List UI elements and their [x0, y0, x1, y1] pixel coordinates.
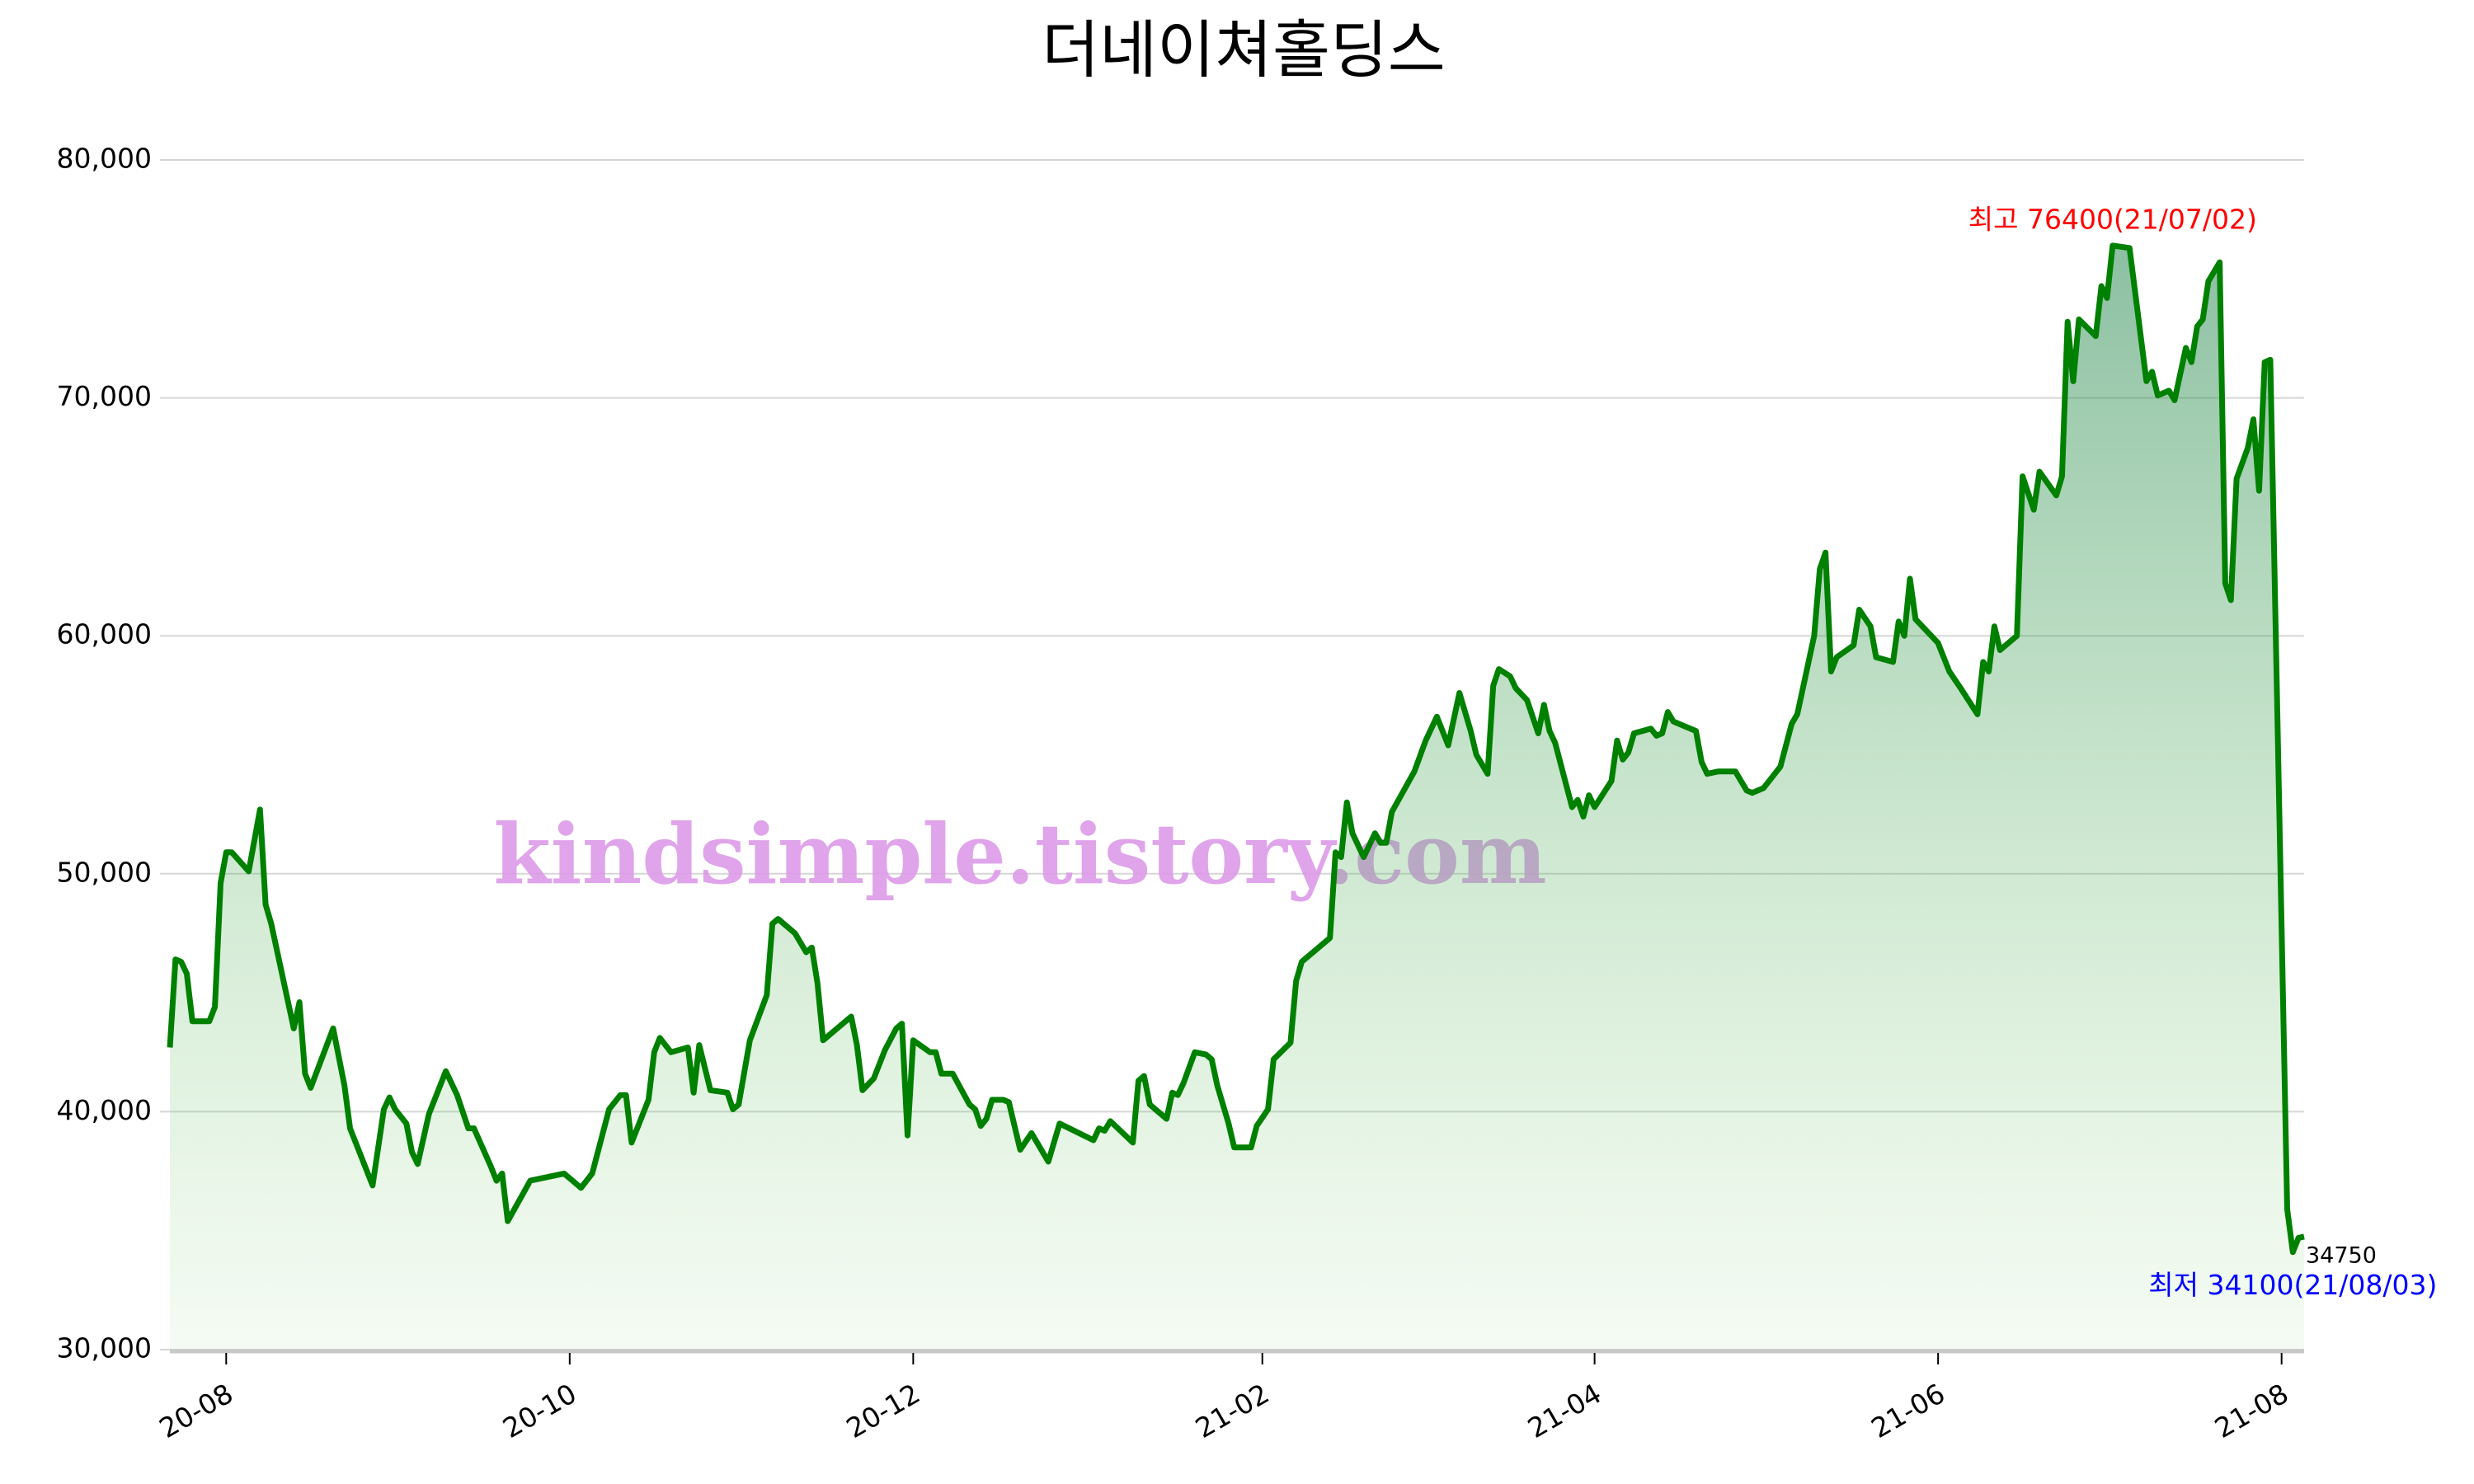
- x-tick-label: 20-10: [497, 1377, 582, 1444]
- chart-title: 더네이쳐홀딩스: [1042, 13, 1445, 87]
- y-tick-label: 40,000: [57, 1094, 152, 1126]
- x-tick-label: 20-12: [841, 1377, 926, 1444]
- y-tick-label: 30,000: [57, 1332, 152, 1364]
- x-tick-label: 21-08: [2209, 1377, 2294, 1444]
- annotation: 최저 34100(21/08/03): [2148, 1269, 2437, 1301]
- line: [167, 242, 2305, 1256]
- area: [170, 245, 2304, 1350]
- y-tick-label: 50,000: [57, 856, 152, 888]
- y-tick-label: 80,000: [57, 143, 152, 175]
- y-tick-label: 70,000: [57, 380, 152, 412]
- x-tick-label: 21-06: [1865, 1377, 1950, 1444]
- annotation: 최고 76400(21/07/02): [1968, 203, 2257, 235]
- x-tick-label: 21-02: [1190, 1377, 1275, 1444]
- y-tick-label: 60,000: [57, 618, 152, 650]
- annotation: 34750: [2306, 1242, 2377, 1268]
- x-tick-label: 21-04: [1522, 1377, 1607, 1444]
- x-tick-label: 20-08: [153, 1377, 238, 1444]
